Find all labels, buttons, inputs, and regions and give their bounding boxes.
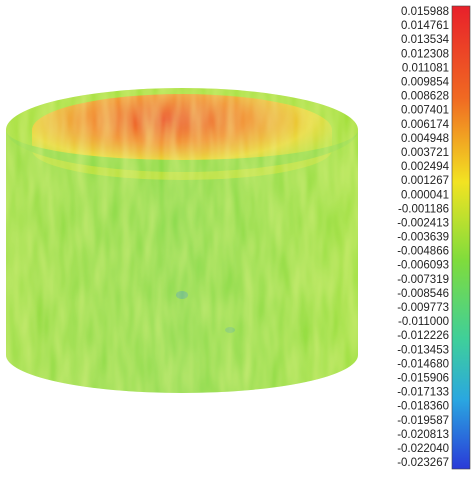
colorbar-label: -0.015906 [397,372,449,384]
colorbar-label: -0.003639 [397,232,449,244]
front-rim [6,130,358,172]
colorbar-label: -0.002413 [397,217,449,229]
colorbar-label: 0.015988 [401,6,449,18]
colorbar-label: 0.002494 [401,161,450,173]
colorbar-label: 0.009854 [401,77,450,89]
colorbar-labels: 0.015988 0.014761 0.013534 0.012308 0.011081… [397,6,449,469]
colorbar-label: -0.012226 [397,330,449,342]
colorbar-label: -0.020813 [397,429,449,441]
cylinder-wall [6,130,358,393]
colorbar-label: -0.023267 [397,457,449,469]
colorbar-label: 0.000041 [401,189,449,201]
colorbar-label: -0.008546 [397,288,449,300]
colorbar-label: -0.018360 [397,401,449,413]
colorbar-label: -0.017133 [397,387,449,399]
colorbar-label: 0.004948 [401,133,449,145]
colorbar-label: -0.001186 [398,203,449,215]
colorbar-label: -0.013453 [397,344,449,356]
colorbar-label: -0.011000 [398,316,449,328]
colorbar-label: 0.008628 [401,91,449,103]
colorbar-label: -0.022040 [397,443,449,455]
colorbar-label: 0.003721 [401,147,449,159]
colorbar-label: 0.012308 [401,48,449,60]
low-spot [176,291,188,299]
colorbar-label: 0.014761 [401,20,449,32]
colorbar-label: 0.013534 [401,34,450,46]
colorbar-label: -0.004866 [397,246,449,258]
colorbar-label: 0.001267 [401,175,449,187]
colorbar-label: 0.007401 [401,105,449,117]
colorbar-label: -0.019587 [397,415,449,427]
colorbar-label: -0.007319 [397,274,449,286]
colorbar-label: -0.014680 [397,358,449,370]
low-spot [225,327,235,333]
colorbar [451,5,471,470]
colorbar-label: 0.006174 [401,119,450,131]
colorbar-label: 0.011081 [402,62,449,74]
cylinder [6,88,358,393]
colorbar-label: -0.009773 [397,302,449,314]
colorbar-label: -0.006093 [397,260,449,272]
